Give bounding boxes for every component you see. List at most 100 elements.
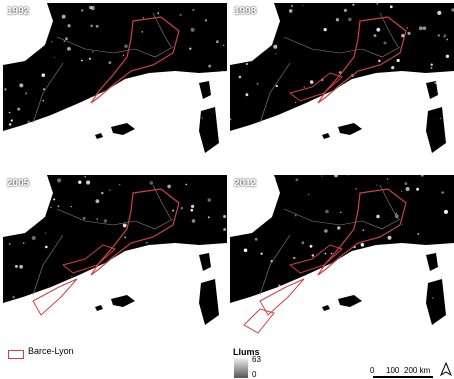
city-light xyxy=(31,236,36,240)
city-light xyxy=(161,77,163,79)
island-mallorca xyxy=(338,295,362,307)
city-light xyxy=(451,8,454,12)
city-light xyxy=(416,187,420,191)
city-light xyxy=(159,111,162,114)
city-light xyxy=(65,37,68,40)
city-light xyxy=(288,290,290,293)
city-light xyxy=(81,9,84,12)
city-light xyxy=(160,250,164,254)
city-light xyxy=(109,189,111,191)
city-light xyxy=(293,256,296,260)
city-light xyxy=(383,41,387,45)
city-light xyxy=(192,8,195,11)
island-mallorca xyxy=(111,123,135,135)
city-light xyxy=(243,248,248,253)
city-light xyxy=(270,260,273,263)
city-light xyxy=(193,80,196,83)
city-light xyxy=(322,122,326,127)
city-light xyxy=(88,5,93,10)
city-light xyxy=(391,66,395,70)
city-light xyxy=(300,284,303,287)
city-light xyxy=(223,228,227,231)
city-light xyxy=(362,229,364,231)
city-light xyxy=(96,276,101,281)
region-outline xyxy=(90,16,180,104)
city-light xyxy=(103,290,105,292)
city-light xyxy=(172,209,175,212)
city-light xyxy=(245,63,248,65)
city-light xyxy=(21,202,23,204)
city-light xyxy=(118,183,121,186)
city-light xyxy=(27,120,31,124)
city-light xyxy=(396,58,400,63)
island-sardinia xyxy=(199,279,219,325)
city-light xyxy=(51,41,53,43)
city-light xyxy=(86,180,91,185)
city-light xyxy=(96,218,98,220)
city-light xyxy=(258,181,261,184)
region-outline xyxy=(317,188,407,276)
city-light xyxy=(43,88,45,91)
island-ibiza xyxy=(95,133,103,139)
city-light xyxy=(330,288,334,293)
city-light xyxy=(245,93,249,97)
panel-year-label: 1992 xyxy=(7,6,30,17)
city-light xyxy=(189,47,192,50)
city-light xyxy=(65,111,70,115)
city-light xyxy=(22,242,25,244)
city-light xyxy=(98,285,102,288)
city-light xyxy=(3,204,4,207)
city-light xyxy=(356,281,359,283)
city-light xyxy=(15,265,18,268)
region-outline xyxy=(90,188,180,276)
atlantic-area xyxy=(3,175,53,237)
city-light xyxy=(182,278,184,280)
city-light xyxy=(53,57,55,59)
city-light xyxy=(295,178,299,182)
region-legend-swatch xyxy=(8,350,24,359)
city-light xyxy=(343,8,347,12)
city-light xyxy=(4,88,7,91)
city-light xyxy=(128,268,130,269)
border-lines xyxy=(259,12,401,124)
city-light xyxy=(366,95,371,100)
city-light xyxy=(352,3,355,6)
island-ibiza xyxy=(322,305,330,311)
region-expansion xyxy=(243,308,275,334)
city-light xyxy=(190,27,195,32)
city-light xyxy=(166,109,170,113)
city-light xyxy=(124,44,128,48)
city-light xyxy=(90,24,93,28)
city-light xyxy=(194,291,198,294)
city-light xyxy=(317,285,319,287)
city-light xyxy=(323,28,327,32)
city-light xyxy=(10,119,13,122)
city-light xyxy=(395,212,397,215)
city-light xyxy=(134,256,138,260)
city-light xyxy=(384,270,389,274)
city-light xyxy=(309,244,313,248)
city-light xyxy=(273,177,276,180)
city-light xyxy=(223,44,225,47)
city-light xyxy=(65,298,67,300)
island-sardinia xyxy=(426,279,446,325)
city-light xyxy=(157,12,160,15)
city-light xyxy=(82,216,86,220)
city-light xyxy=(208,64,212,68)
city-light xyxy=(44,232,47,234)
atlantic-area xyxy=(3,3,53,65)
city-light xyxy=(149,181,154,185)
city-light xyxy=(321,175,323,177)
city-light xyxy=(417,233,420,235)
city-light xyxy=(401,34,405,38)
city-light xyxy=(349,294,352,296)
city-light xyxy=(9,4,12,6)
city-light xyxy=(78,180,82,184)
city-light xyxy=(317,117,319,119)
city-light xyxy=(394,111,398,114)
map-panel-1992: 1992 xyxy=(3,3,227,173)
city-light xyxy=(315,272,318,275)
city-light xyxy=(8,111,11,114)
city-light xyxy=(204,19,207,22)
city-light xyxy=(133,99,136,102)
